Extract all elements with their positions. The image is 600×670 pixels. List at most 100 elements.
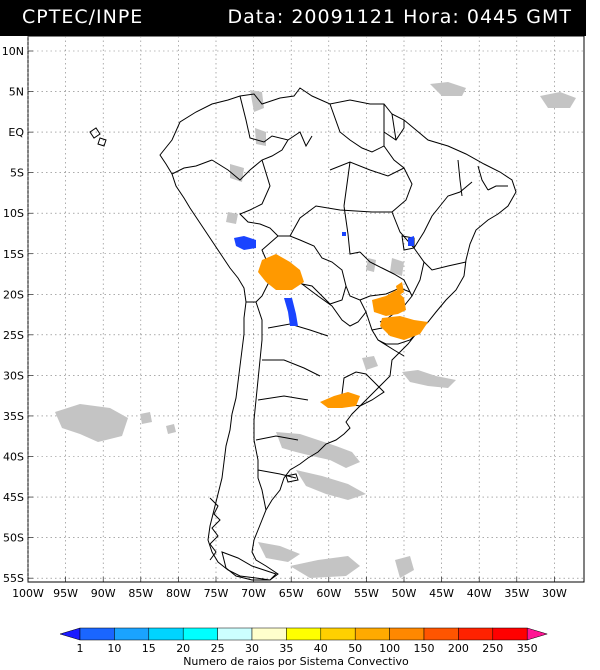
legend-swatch xyxy=(286,627,322,641)
lon-label: 95W xyxy=(53,587,78,600)
lightning-system xyxy=(258,254,304,290)
chile-fjords xyxy=(209,497,221,561)
legend-swatch xyxy=(114,627,150,641)
lat-label: 5S xyxy=(10,167,24,180)
legend-values: 1 10 15 20 25 30 35 40 50 100 150 200 250 350 xyxy=(77,642,538,655)
legend-value: 15 xyxy=(142,642,156,655)
cloud-patch xyxy=(276,432,360,468)
lat-label: 20S xyxy=(3,288,24,301)
border-guianas xyxy=(383,113,405,141)
cloud-patch xyxy=(250,90,264,112)
legend-value: 350 xyxy=(517,642,538,655)
source-title: CPTEC/INPE xyxy=(22,6,144,28)
lon-label: 35W xyxy=(504,587,529,600)
lightning-system xyxy=(234,236,256,250)
legend-swatch xyxy=(492,627,528,641)
lon-label: 30W xyxy=(542,587,567,600)
cloud-patch xyxy=(402,370,456,388)
legend-value: 250 xyxy=(482,642,503,655)
lat-label: 25S xyxy=(3,329,24,342)
longitude-labels: 100W 95W 90W 85W 80W 75W 70W 65W 60W 55W 50W 45W 40W… xyxy=(12,587,567,600)
cloud-patch xyxy=(366,258,376,272)
legend-swatch xyxy=(182,627,218,641)
lat-label: 40S xyxy=(3,451,24,464)
legend-value: 150 xyxy=(414,642,435,655)
lon-label: 75W xyxy=(204,587,229,600)
legend-swatch xyxy=(354,627,390,641)
legend-colorbar xyxy=(59,627,549,641)
legend-value: 35 xyxy=(279,642,293,655)
border-ecuador-peru xyxy=(171,159,213,175)
galapagos xyxy=(89,127,107,147)
cloud-patch xyxy=(258,542,300,562)
legend-swatch xyxy=(423,627,459,641)
cloud-patch xyxy=(55,404,128,442)
lat-label: 5N xyxy=(9,86,24,99)
tierra-del-fuego xyxy=(221,551,277,581)
legend-value: 50 xyxy=(348,642,362,655)
latitude-labels: 10N 5N EQ 5S 10S 15S 20S 25S 30S 35S 40S 45S 50S 55S xyxy=(2,45,25,585)
lake-outline xyxy=(401,235,415,251)
lon-label: 85W xyxy=(128,587,153,600)
lat-label: 15S xyxy=(3,248,24,261)
lon-label: 40W xyxy=(467,587,492,600)
legend-value: 1 xyxy=(77,642,84,655)
graticule xyxy=(27,36,584,582)
lat-label: 10N xyxy=(2,45,24,58)
lat-label: 35S xyxy=(3,410,24,423)
map-header: CPTEC/INPE Data: 20091121 Hora: 0445 GMT xyxy=(0,0,586,36)
border-peru-brazil xyxy=(239,159,279,265)
argentina-provinces xyxy=(255,323,329,479)
lon-label: 65W xyxy=(279,587,304,600)
lightning-system xyxy=(408,236,414,246)
legend-swatch xyxy=(217,627,253,641)
cloud-patch xyxy=(140,412,152,424)
cloud-patch xyxy=(362,356,378,370)
legend-swatch xyxy=(389,627,425,641)
legend-caption: Numero de raios por Sistema Convectivo xyxy=(183,655,409,668)
legend-swatch xyxy=(59,627,81,641)
cloud-patch xyxy=(226,212,238,224)
lightning-system xyxy=(284,298,298,326)
lightning-system xyxy=(380,316,428,340)
cloud-patch xyxy=(395,556,414,578)
lat-label: 30S xyxy=(3,369,24,382)
lightning-system xyxy=(396,282,404,296)
legend-swatch xyxy=(79,627,115,641)
lat-label: 55S xyxy=(3,572,24,585)
cloud-patch xyxy=(390,258,404,276)
border-colombia-venezuela xyxy=(239,95,313,148)
cloud-patches xyxy=(55,82,576,578)
lon-label: 90W xyxy=(91,587,116,600)
lon-label: 60W xyxy=(316,587,341,600)
cloud-patch xyxy=(166,424,176,434)
map-frame xyxy=(27,36,585,583)
lightning-system xyxy=(372,290,406,316)
lightning-map: 10N5NEQ5S10S15S20S25S30S35S40S45S50S55S … xyxy=(2,36,585,600)
lightning-system xyxy=(342,232,346,236)
lon-label: 70W xyxy=(241,587,266,600)
legend-swatch xyxy=(148,627,184,641)
lightning-orange-systems xyxy=(258,254,428,408)
lightning-blue-systems xyxy=(234,232,414,326)
cloud-patch xyxy=(230,164,244,182)
lat-label: 45S xyxy=(3,491,24,504)
lon-label: 45W xyxy=(429,587,454,600)
lightning-system xyxy=(320,392,360,408)
legend-swatch xyxy=(251,627,287,641)
lat-label: 10S xyxy=(3,207,24,220)
legend-swatch xyxy=(526,627,549,641)
date-time-title: Data: 20091121 Hora: 0445 GMT xyxy=(227,6,572,28)
legend-value: 10 xyxy=(107,642,121,655)
island-falklands xyxy=(285,473,299,483)
lon-label: 55W xyxy=(354,587,379,600)
cloud-patch xyxy=(540,92,576,108)
legend-value: 200 xyxy=(448,642,469,655)
legend: 1 10 15 20 25 30 35 40 50 100 150 200 250 350 Numero … xyxy=(59,627,549,668)
continent-coastline xyxy=(159,87,517,581)
legend-value: 40 xyxy=(314,642,328,655)
lat-label: EQ xyxy=(8,126,24,139)
lat-label: 50S xyxy=(3,532,24,545)
lon-label: 100W xyxy=(12,587,44,600)
legend-swatch xyxy=(320,627,356,641)
